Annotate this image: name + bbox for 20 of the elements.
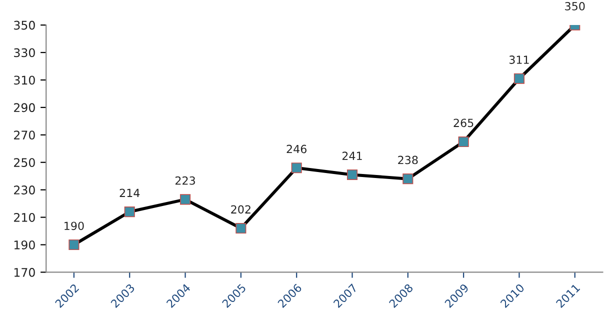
y-tick-label: 330 [14, 48, 35, 58]
data-label: 311 [509, 56, 529, 64]
data-label: 223 [175, 176, 195, 185]
data-label: 202 [231, 205, 250, 214]
y-tick-label: 290 [14, 103, 35, 112]
data-label: 265 [454, 118, 474, 128]
y-tick-label: 310 [14, 76, 35, 85]
y-tick-label: 270 [14, 130, 35, 140]
y-tick-label: 250 [14, 158, 35, 168]
data-label: 350 [565, 2, 585, 10]
data-label: 238 [398, 156, 418, 164]
data-label: 246 [286, 144, 306, 154]
data-label: 190 [64, 222, 84, 230]
y-tick-label: 190 [14, 240, 35, 250]
y-tick-label: 350 [14, 20, 35, 30]
y-tick-label: 230 [14, 186, 35, 194]
y-tick-label: 210 [14, 213, 35, 222]
data-label: 241 [342, 152, 362, 160]
y-tick-label: 170 [14, 268, 35, 277]
data-label: 214 [120, 188, 140, 197]
